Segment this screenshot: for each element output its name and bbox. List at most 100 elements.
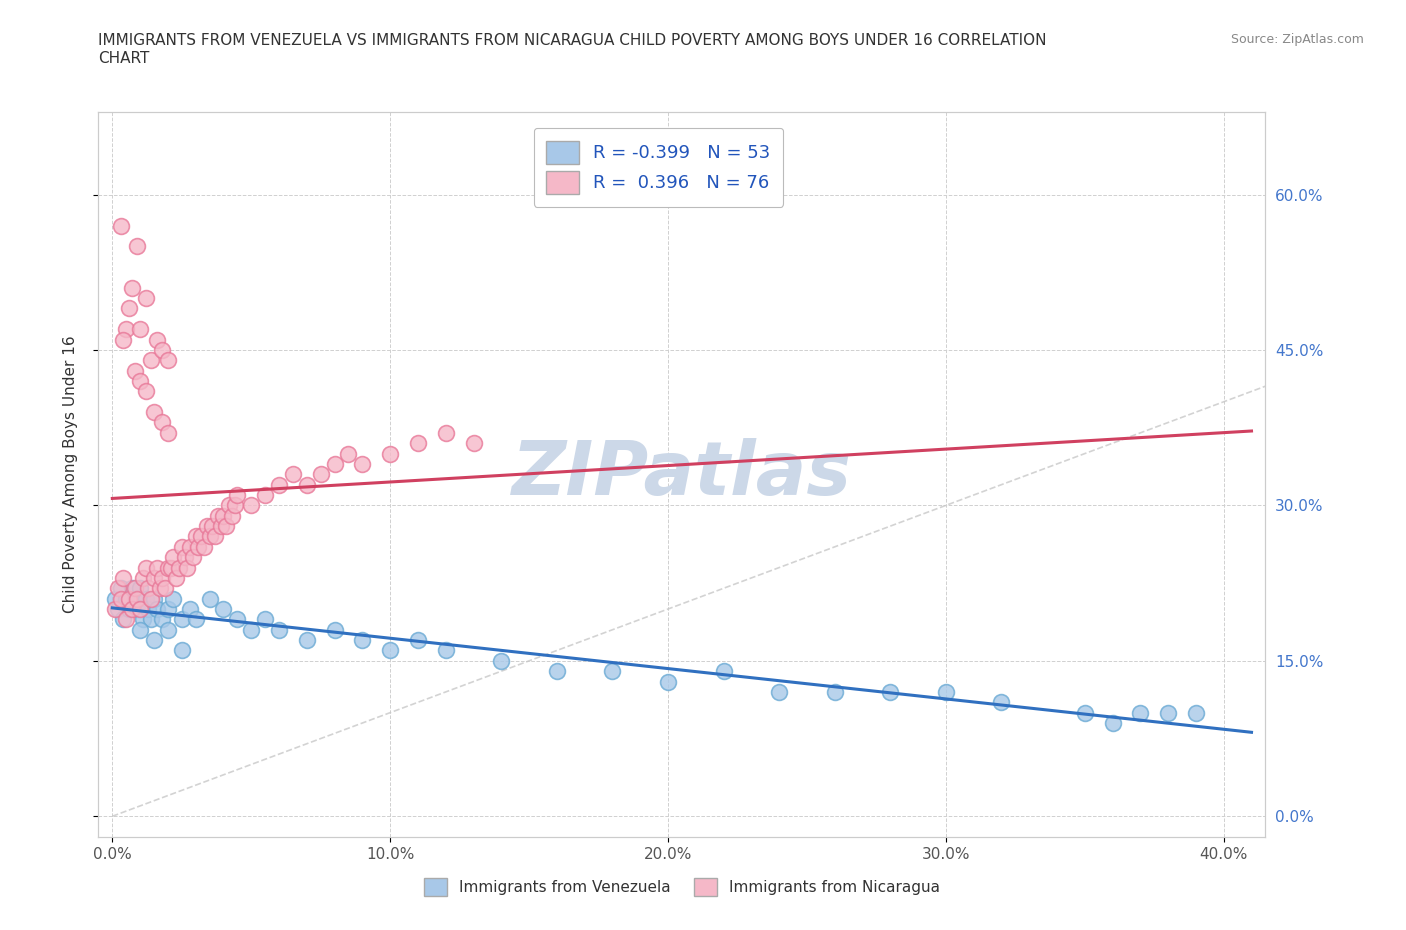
Text: Source: ZipAtlas.com: Source: ZipAtlas.com [1230, 33, 1364, 46]
Point [118, 602, 141, 617]
Point [104, 602, 127, 617]
Point [124, 364, 146, 379]
Point [170, 643, 193, 658]
Point [1074, 705, 1097, 720]
Point [176, 560, 198, 575]
Point [546, 664, 568, 679]
Point [132, 570, 155, 585]
Point [146, 560, 169, 575]
Point [267, 477, 290, 492]
Point [141, 591, 163, 606]
Point [115, 591, 138, 606]
Point [156, 622, 179, 637]
Point [118, 591, 141, 606]
Point [170, 612, 193, 627]
Point [337, 446, 360, 461]
Point [127, 602, 149, 617]
Point [129, 622, 152, 637]
Point [201, 519, 224, 534]
Point [879, 684, 901, 699]
Point [824, 684, 846, 699]
Point [198, 591, 221, 606]
Point [184, 612, 207, 627]
Point [162, 550, 184, 565]
Point [132, 612, 155, 627]
Point [218, 498, 240, 512]
Y-axis label: Child Poverty Among Boys Under 16: Child Poverty Among Boys Under 16 [63, 336, 77, 613]
Point [143, 570, 166, 585]
Point [129, 581, 152, 596]
Point [352, 632, 374, 647]
Text: ZIPatlas: ZIPatlas [512, 438, 852, 511]
Point [156, 425, 179, 440]
Point [150, 415, 173, 430]
Point [1185, 705, 1208, 720]
Point [141, 612, 163, 627]
Point [107, 602, 129, 617]
Point [156, 560, 179, 575]
Point [150, 570, 173, 585]
Point [380, 643, 402, 658]
Point [121, 581, 143, 596]
Point [143, 632, 166, 647]
Point [121, 602, 143, 617]
Point [309, 467, 332, 482]
Point [118, 301, 141, 316]
Point [104, 591, 127, 606]
Point [135, 384, 157, 399]
Point [190, 529, 212, 544]
Point [195, 519, 218, 534]
Point [281, 467, 304, 482]
Point [107, 581, 129, 596]
Point [406, 436, 429, 451]
Point [129, 322, 152, 337]
Point [146, 332, 169, 347]
Point [112, 570, 135, 585]
Point [143, 591, 166, 606]
Point [156, 602, 179, 617]
Point [112, 612, 135, 627]
Point [110, 591, 132, 606]
Point [170, 539, 193, 554]
Point [212, 602, 235, 617]
Point [215, 519, 238, 534]
Point [295, 477, 318, 492]
Text: CHART: CHART [98, 51, 150, 66]
Point [184, 529, 207, 544]
Point [352, 457, 374, 472]
Point [167, 560, 190, 575]
Point [240, 622, 263, 637]
Point [143, 405, 166, 419]
Point [323, 457, 346, 472]
Legend: Immigrants from Venezuela, Immigrants from Nicaragua: Immigrants from Venezuela, Immigrants fr… [418, 872, 946, 902]
Point [434, 425, 457, 440]
Point [193, 539, 215, 554]
Point [323, 622, 346, 637]
Point [121, 280, 143, 295]
Point [491, 654, 513, 669]
Point [657, 674, 679, 689]
Point [602, 664, 624, 679]
Text: IMMIGRANTS FROM VENEZUELA VS IMMIGRANTS FROM NICARAGUA CHILD POVERTY AMONG BOYS : IMMIGRANTS FROM VENEZUELA VS IMMIGRANTS … [98, 33, 1047, 47]
Point [212, 509, 235, 524]
Point [127, 591, 149, 606]
Point [181, 550, 204, 565]
Point [115, 322, 138, 337]
Point [115, 612, 138, 627]
Point [146, 602, 169, 617]
Point [254, 612, 277, 627]
Point [179, 602, 201, 617]
Point [179, 539, 201, 554]
Point [162, 591, 184, 606]
Point [463, 436, 485, 451]
Point [129, 374, 152, 389]
Point [434, 643, 457, 658]
Point [138, 602, 160, 617]
Point [129, 602, 152, 617]
Point [135, 591, 157, 606]
Point [124, 591, 146, 606]
Point [990, 695, 1012, 710]
Point [1101, 715, 1123, 730]
Point [153, 581, 176, 596]
Point [148, 581, 170, 596]
